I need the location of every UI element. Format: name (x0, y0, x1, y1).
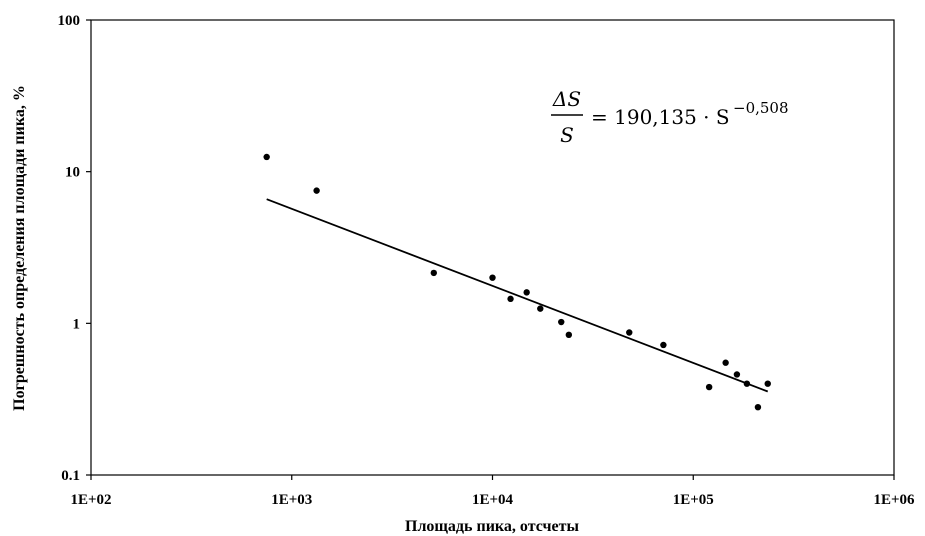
data-point (430, 269, 437, 277)
x-tick-label: 1E+05 (673, 492, 714, 508)
data-point (507, 295, 514, 303)
data-point (565, 331, 573, 339)
y-axis-title: Погрешность определения площади пика, % (11, 85, 28, 411)
y-tick-label: 0.1 (61, 468, 80, 484)
equation-denominator: S (560, 123, 574, 147)
data-point (722, 359, 729, 366)
data-point (705, 383, 713, 391)
y-tick-label: 1 (73, 316, 81, 332)
equation-exponent: −0,508 (733, 99, 789, 117)
x-tick-label: 1E+04 (472, 492, 514, 508)
x-tick-label: 1E+02 (70, 492, 111, 508)
data-point (558, 318, 565, 326)
equation-numerator: ΔS (552, 87, 581, 111)
data-point (523, 289, 530, 296)
x-tick-label: 1E+06 (873, 492, 915, 508)
data-point (764, 380, 771, 387)
x-tick-label: 1E+03 (271, 492, 312, 508)
equation-rhs: = 190,135 · S (591, 105, 730, 129)
x-axis-title: Площадь пика, отсчеты (405, 518, 580, 535)
x-axis-ticks: 1E+02 1E+03 1E+04 1E+05 1E+06 (70, 475, 915, 508)
data-point (489, 274, 496, 281)
trendline (266, 198, 769, 393)
trendline-layer (266, 198, 769, 393)
y-axis-ticks: 0.1 1 10 100 (58, 13, 91, 484)
data-point (537, 305, 544, 312)
data-point (313, 187, 320, 194)
equation-annotation: ΔS S = 190,135 · S −0,508 (551, 87, 789, 147)
y-tick-label: 100 (58, 13, 81, 29)
data-point (263, 153, 270, 161)
data-point (733, 371, 741, 378)
data-point (626, 329, 633, 336)
plot-area (90, 19, 895, 476)
data-point (743, 380, 751, 387)
data-points (263, 153, 771, 411)
y-tick-label: 10 (65, 165, 80, 181)
data-point (754, 403, 762, 411)
data-point (660, 341, 667, 349)
